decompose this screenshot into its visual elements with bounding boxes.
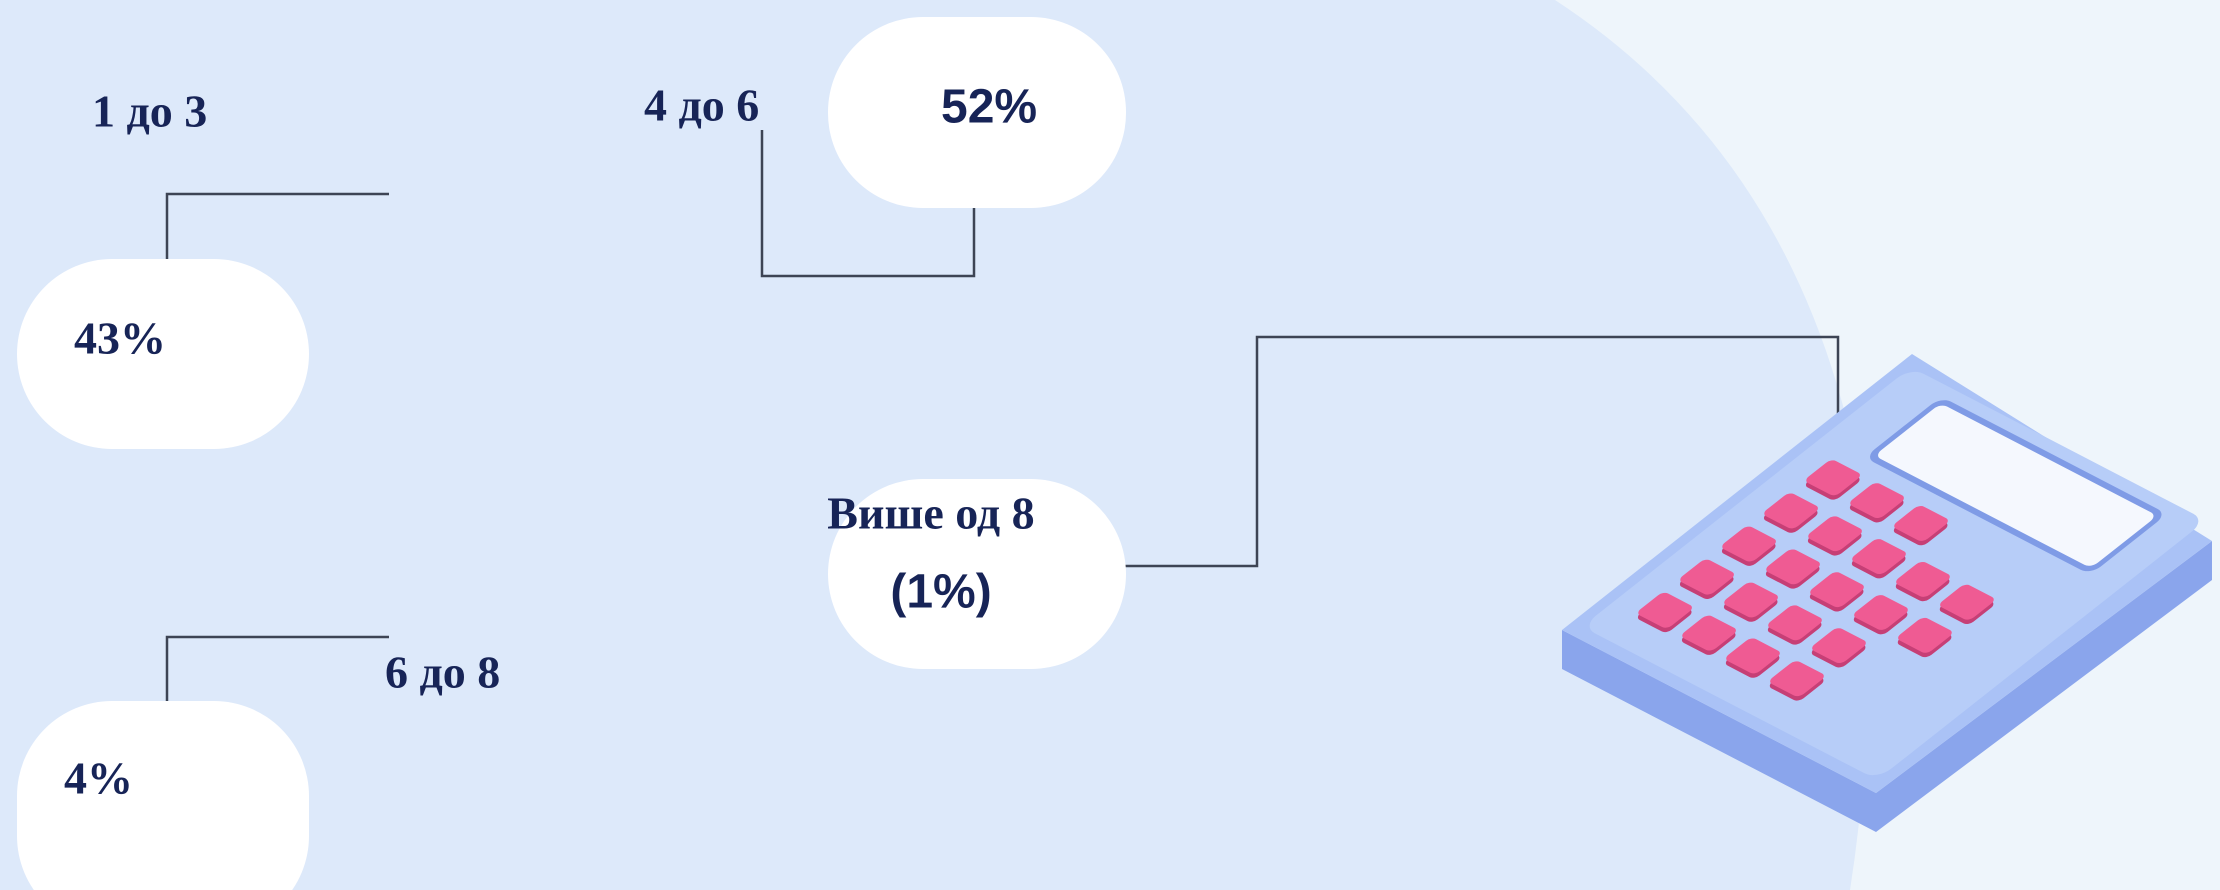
value-bubble	[17, 701, 309, 890]
group-value: (1%)	[890, 566, 991, 619]
group-label: 1 до 3	[92, 86, 207, 137]
page: 1 до 3 43% 4 до 6 52% 6 до 8 4% Више од …	[0, 0, 2220, 890]
group-value: 52%	[941, 81, 1037, 134]
group-value: 43%	[74, 313, 166, 364]
group-value: 4%	[64, 753, 133, 804]
group-label: Више од 8	[827, 488, 1034, 539]
group-label: 6 до 8	[385, 647, 500, 698]
infographic: 1 до 3 43% 4 до 6 52% 6 до 8 4% Више од …	[0, 0, 2220, 890]
group-label: 4 до 6	[644, 80, 759, 131]
